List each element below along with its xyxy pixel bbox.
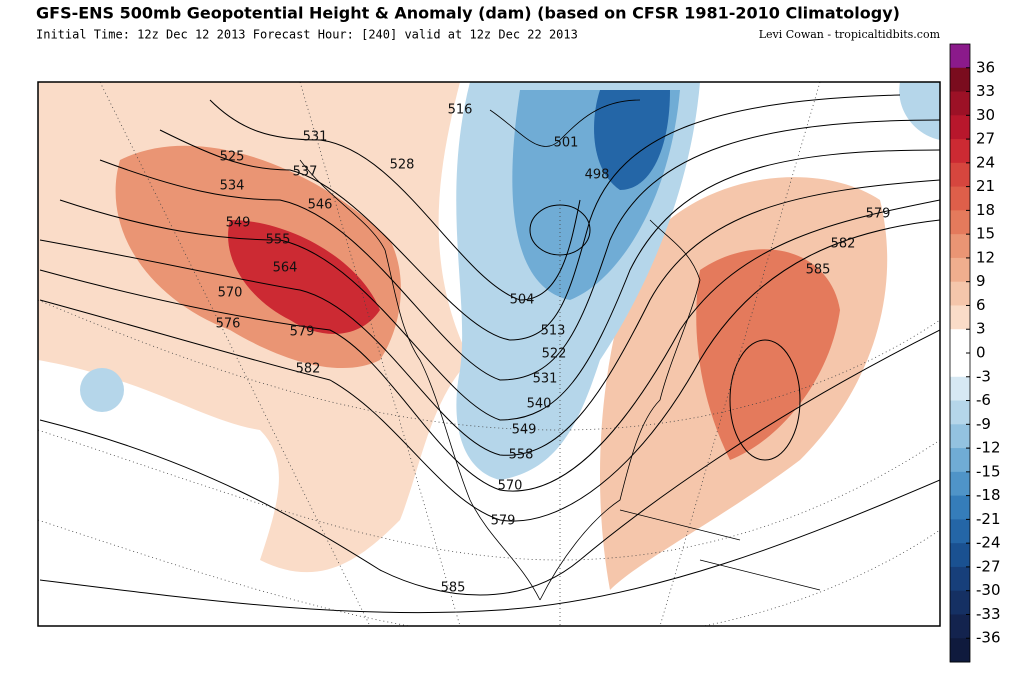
contour-label: 540	[527, 397, 552, 412]
color-bin	[950, 281, 970, 306]
positive-anomaly	[696, 249, 840, 460]
color-bin	[950, 495, 970, 520]
contour-label: 582	[296, 362, 321, 377]
tick-label: -6	[976, 391, 991, 409]
coastlines	[299, 99, 821, 601]
color-bin	[950, 471, 970, 497]
positive-anomaly	[228, 220, 380, 334]
contour-label: 555	[266, 233, 291, 248]
contour-label: 579	[290, 325, 315, 340]
contour-label: 549	[512, 423, 537, 438]
map: 516 531 525 528 537 534 546 549 555 564 570 576 579 5…	[37, 81, 941, 627]
contour-label: 579	[866, 207, 891, 222]
color-bin	[950, 376, 970, 402]
contour-label: 534	[220, 179, 245, 194]
tick-label: 6	[976, 296, 986, 314]
height-contours	[39, 94, 940, 614]
tick-label: -21	[976, 510, 1001, 528]
tick-label: 9	[976, 272, 986, 290]
tick-label: -24	[976, 534, 1001, 552]
tick-label: 18	[976, 201, 995, 219]
color-bin	[950, 162, 970, 188]
color-bin	[950, 424, 970, 449]
color-bin	[950, 257, 970, 283]
tick-label: 27	[976, 130, 995, 148]
tick-label: -36	[976, 629, 1001, 647]
negative-anomaly	[80, 368, 124, 412]
color-bin	[950, 400, 970, 425]
tick-label: 33	[976, 82, 995, 100]
color-bin	[950, 329, 970, 354]
color-bin	[950, 519, 970, 544]
color-bin	[950, 186, 970, 211]
contour-label: 549	[226, 216, 251, 231]
tick-label: -3	[976, 367, 991, 385]
contour-label: 564	[273, 261, 298, 276]
tick-label: 30	[976, 106, 995, 124]
contour-label: 513	[541, 324, 566, 339]
color-bin	[950, 234, 970, 259]
color-bin	[950, 305, 970, 330]
color-bin	[950, 44, 970, 69]
tick-label: 15	[976, 225, 995, 243]
tick-label: -18	[976, 486, 1001, 504]
tick-label: -15	[976, 462, 1001, 480]
color-bin	[950, 210, 970, 235]
tick-label: -27	[976, 557, 1001, 575]
tick-label: -33	[976, 605, 1001, 623]
tick-label: -30	[976, 581, 1001, 599]
color-bin	[950, 91, 970, 116]
contour-label: 558	[509, 448, 534, 463]
contour-label: 528	[390, 158, 415, 173]
credit: Levi Cowan - tropicaltidbits.com	[759, 28, 941, 41]
colorbar: 3633302724211815129630-3-6-9-12-15-18-21…	[949, 43, 1001, 663]
contour-label: 504	[510, 293, 535, 308]
graticule	[38, 82, 940, 626]
contour-label: 570	[218, 286, 243, 301]
contour-label: 525	[220, 150, 245, 165]
color-bin	[950, 115, 970, 140]
tick-label: 21	[976, 177, 995, 195]
color-bin	[950, 67, 970, 93]
color-bin	[950, 543, 970, 568]
contour-label: 546	[308, 198, 333, 213]
color-bin	[950, 353, 970, 378]
color-bin	[950, 448, 970, 473]
contour-label: 498	[585, 168, 610, 183]
tick-label: -9	[976, 415, 991, 433]
contour-label: 585	[441, 581, 466, 596]
tick-label: 36	[976, 58, 995, 76]
tick-label: -12	[976, 439, 1001, 457]
contour-label: 582	[831, 237, 856, 252]
color-bin	[950, 638, 970, 663]
color-bin	[950, 139, 970, 164]
contour-label: 501	[554, 136, 579, 151]
contour-label: 570	[498, 479, 523, 494]
color-bin	[950, 566, 970, 592]
tick-label: 24	[976, 153, 995, 171]
title: GFS-ENS 500mb Geopotential Height & Anom…	[36, 4, 900, 23]
contour-labels: 516 531 525 528 537 534 546 549 555 564 570 576 579 5…	[216, 103, 891, 596]
tick-label: 0	[976, 344, 986, 362]
negative-anomaly	[594, 90, 670, 190]
color-bin	[950, 590, 970, 615]
tick-label: 12	[976, 248, 995, 266]
contour-label: 576	[216, 317, 241, 332]
tick-label: 3	[976, 320, 986, 338]
contour-label: 537	[293, 165, 318, 180]
map-frame	[37, 81, 941, 627]
contour-label: 579	[491, 514, 516, 529]
contour-label: 531	[303, 130, 328, 145]
contour-label: 522	[542, 347, 567, 362]
contour-label: 585	[806, 263, 831, 278]
contour-label: 531	[533, 372, 558, 387]
subtitle: Initial Time: 12z Dec 12 2013 Forecast H…	[36, 28, 578, 42]
color-bin	[950, 614, 970, 639]
negative-anomaly	[899, 82, 940, 140]
contour-label: 516	[448, 103, 473, 118]
